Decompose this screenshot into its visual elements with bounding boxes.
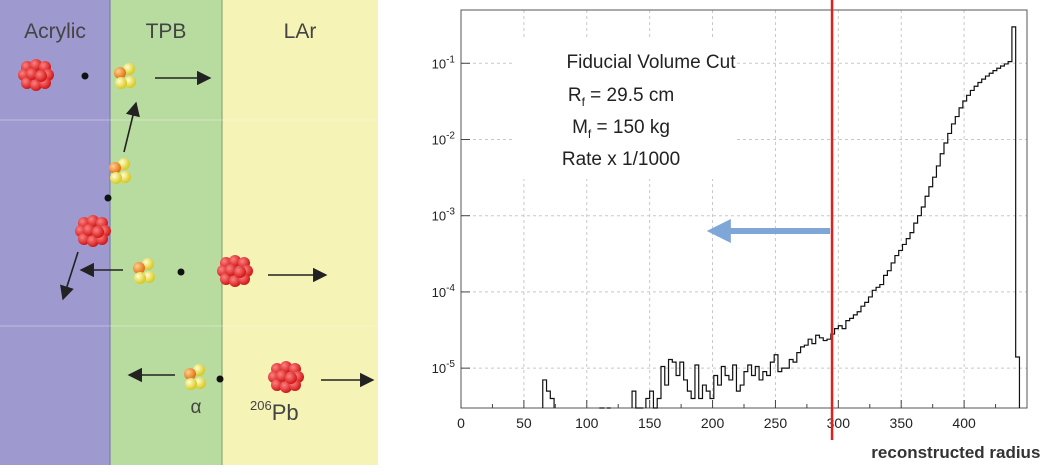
motion-arrow — [60, 251, 79, 301]
annotation: Fiducial Volume Cut Rf = 29.5 cm Mf = 15… — [562, 52, 736, 170]
radius-histogram: 0 50 100 150 200 250 300 350 400 10-110-210-310-… — [395, 0, 1045, 462]
tpb-label: TPB — [146, 20, 187, 43]
pb-nucleus — [18, 59, 54, 91]
lar-label: LAr — [284, 20, 317, 43]
decay-point — [177, 268, 185, 276]
acrylic-label: Acrylic — [24, 20, 86, 43]
x-axis-label: reconstructed radius (mm) — [871, 443, 1045, 462]
histogram-series — [542, 26, 1021, 409]
y-tick-label: 10-1 — [432, 54, 456, 71]
x-tick-label: 200 — [701, 415, 725, 431]
lar-region — [222, 0, 378, 465]
pb-nucleus — [75, 215, 111, 247]
pb-nucleus — [217, 255, 253, 287]
pb-nucleus — [268, 361, 304, 393]
x-tick-label: 100 — [575, 415, 599, 431]
alpha-label: α — [191, 397, 202, 418]
pb206-label: 206Pb — [250, 398, 299, 425]
x-axis-ticks: 0 50 100 150 200 250 300 350 400 — [457, 400, 997, 431]
y-axis-ticks: 10-1 10-2 10-3 10-4 10-5 — [432, 54, 470, 376]
y-tick-label: 10-2 — [432, 130, 456, 147]
annotation-rate: Rate x 1/1000 — [562, 149, 680, 170]
motion-arrow — [123, 101, 140, 153]
y-tick-label: 10-4 — [432, 283, 456, 300]
annotation-title: Fiducial Volume Cut — [567, 52, 737, 73]
y-tick-label: 10-5 — [432, 359, 456, 376]
decay-point — [81, 72, 89, 80]
annotation-mass: Mf = 150 kg — [572, 117, 670, 141]
annotation-radius: Rf = 29.5 cm — [568, 85, 674, 109]
x-tick-label: 250 — [764, 415, 788, 431]
y-tick-label: 10-3 — [432, 207, 456, 224]
decay-schematic: Acrylic TPB LAr α 206Pb — [0, 0, 378, 465]
x-tick-label: 0 — [457, 415, 465, 431]
x-tick-label: 150 — [638, 415, 662, 431]
x-tick-label: 400 — [952, 415, 976, 431]
x-tick-label: 300 — [827, 415, 851, 431]
x-tick-label: 350 — [890, 415, 914, 431]
decay-point — [104, 194, 112, 202]
decay-point — [216, 375, 224, 383]
annotation-box — [513, 37, 735, 179]
x-tick-label: 50 — [516, 415, 532, 431]
